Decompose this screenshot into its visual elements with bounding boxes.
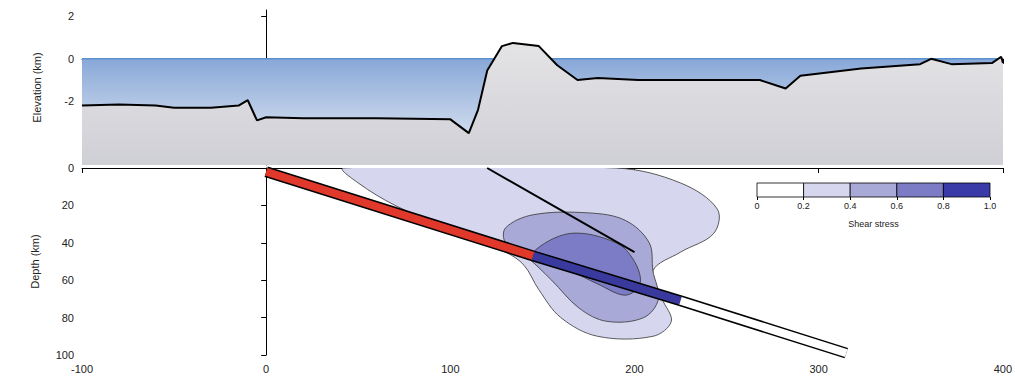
svg-text:-100: -100 xyxy=(71,363,93,375)
svg-text:0.2: 0.2 xyxy=(797,201,810,211)
svg-text:100: 100 xyxy=(56,349,74,361)
svg-text:Depth (km): Depth (km) xyxy=(29,234,41,288)
svg-text:80: 80 xyxy=(62,312,74,324)
svg-text:0: 0 xyxy=(68,53,74,65)
svg-text:0.4: 0.4 xyxy=(844,201,857,211)
svg-text:400: 400 xyxy=(994,363,1012,375)
svg-text:-2: -2 xyxy=(64,95,74,107)
svg-text:60: 60 xyxy=(62,274,74,286)
svg-text:1.0: 1.0 xyxy=(984,201,997,211)
svg-text:40: 40 xyxy=(62,237,74,249)
svg-text:20: 20 xyxy=(62,199,74,211)
svg-text:0.6: 0.6 xyxy=(891,201,904,211)
svg-text:0: 0 xyxy=(754,201,759,211)
svg-text:Shear stress: Shear stress xyxy=(848,219,899,229)
svg-text:200: 200 xyxy=(625,363,643,375)
svg-text:100: 100 xyxy=(441,363,459,375)
svg-text:0: 0 xyxy=(263,363,269,375)
svg-text:0.8: 0.8 xyxy=(937,201,950,211)
svg-text:Elevation (km): Elevation (km) xyxy=(31,52,43,122)
svg-text:0: 0 xyxy=(68,162,74,174)
svg-text:2: 2 xyxy=(68,10,74,22)
svg-text:300: 300 xyxy=(809,363,827,375)
